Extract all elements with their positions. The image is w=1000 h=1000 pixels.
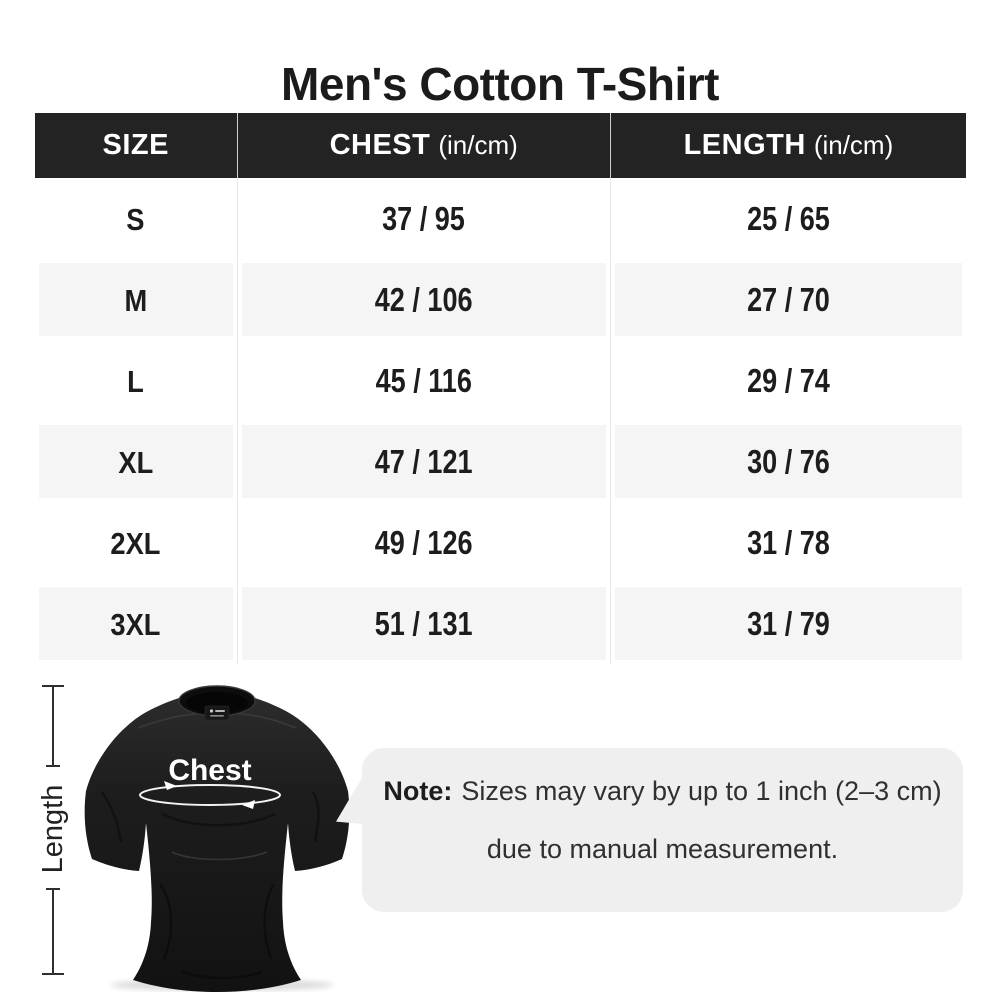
length-label: Length — [37, 784, 69, 874]
page-title: Men's Cotton T-Shirt — [281, 57, 719, 110]
length-value: 31 / 78 — [747, 523, 830, 561]
header-row: SIZE CHEST (in/cm) LENGTH (in/cm) — [35, 113, 966, 178]
size-cell: S — [35, 178, 238, 259]
collar-label — [204, 705, 230, 721]
chest-value: 51 / 131 — [374, 604, 473, 642]
size-header-label: SIZE — [102, 129, 169, 161]
length-measure-indicator: Length — [37, 685, 69, 975]
chest-measure-ellipse — [139, 781, 281, 809]
chest-label: Chest — [168, 754, 251, 787]
chest-value: 49 / 126 — [374, 523, 473, 561]
measure-line-bottom — [52, 890, 54, 973]
length-cell: 30 / 76 — [609, 421, 966, 502]
measure-tick-top — [46, 765, 60, 767]
chest-cell: 42 / 106 — [236, 259, 611, 340]
length-cell: 25 / 65 — [609, 178, 966, 259]
size-value: L — [127, 363, 145, 399]
note-label: Note: — [383, 776, 453, 806]
col-header-chest: CHEST (in/cm) — [236, 113, 611, 178]
note-line-1: Note: Sizes may vary by up to 1 inch (2–3… — [362, 774, 963, 808]
length-cell: 31 / 78 — [609, 502, 966, 583]
table-row-m: M 42 / 106 27 / 70 — [35, 259, 966, 340]
chest-value: 37 / 95 — [382, 199, 466, 237]
measure-cap-top — [42, 685, 64, 687]
length-cell: 31 / 79 — [609, 583, 966, 664]
table-row-3xl: 3XL 51 / 131 31 / 79 — [35, 583, 966, 664]
measure-arrowhead-left — [242, 800, 255, 809]
size-cell: XL — [35, 421, 238, 502]
col-header-length: LENGTH (in/cm) — [609, 113, 966, 178]
table-row-xl: XL 47 / 121 30 / 76 — [35, 421, 966, 502]
size-cell: M — [35, 259, 238, 340]
measure-arrowhead-right — [164, 781, 177, 790]
col-header-size: SIZE — [35, 113, 238, 178]
length-header-unit: (in/cm) — [813, 130, 894, 160]
table-row-2xl: 2XL 49 / 126 31 / 78 — [35, 502, 966, 583]
length-value: 27 / 70 — [747, 280, 830, 318]
length-cell: 29 / 74 — [609, 340, 966, 421]
table-row-s: S 37 / 95 25 / 65 — [35, 178, 966, 259]
collar-opening — [186, 692, 248, 714]
size-value: 2XL — [110, 525, 161, 561]
chest-cell: 51 / 131 — [236, 583, 611, 664]
size-value: XL — [118, 444, 154, 480]
size-cell: L — [35, 340, 238, 421]
size-cell: 3XL — [35, 583, 238, 664]
length-header-label: LENGTH — [683, 129, 806, 161]
length-value: 29 / 74 — [747, 361, 830, 399]
length-value: 25 / 65 — [747, 199, 830, 237]
length-value: 30 / 76 — [747, 442, 830, 480]
size-value: S — [126, 201, 145, 237]
shirt-body — [84, 688, 350, 992]
tshirt-illustration: Chest — [84, 685, 350, 992]
size-cell: 2XL — [35, 502, 238, 583]
size-chart-table: SIZE CHEST (in/cm) LENGTH (in/cm) S 37 / 9… — [35, 113, 966, 664]
chest-cell: 49 / 126 — [236, 502, 611, 583]
measure-tick-bottom — [46, 888, 60, 890]
chest-cell: 37 / 95 — [236, 178, 611, 259]
table-row-l: L 45 / 116 29 / 74 — [35, 340, 966, 421]
chest-header-label: CHEST — [329, 129, 431, 161]
shirt-wrinkles — [100, 791, 320, 980]
note-bubble: Note: Sizes may vary by up to 1 inch (2–3… — [336, 748, 963, 912]
chest-header-unit: (in/cm) — [438, 130, 518, 160]
length-cell: 27 / 70 — [609, 259, 966, 340]
chest-cell: 47 / 121 — [236, 421, 611, 502]
chest-cell: 45 / 116 — [236, 340, 611, 421]
chest-value: 42 / 106 — [374, 280, 473, 318]
length-value: 31 / 79 — [747, 604, 830, 642]
chest-value: 45 / 116 — [375, 361, 472, 399]
size-value: 3XL — [110, 606, 161, 642]
note-line-2: due to manual measurement. — [486, 834, 839, 864]
measure-line-top — [52, 687, 54, 766]
measure-cap-bottom — [42, 973, 64, 975]
chest-value: 47 / 121 — [374, 442, 473, 480]
size-value: M — [124, 282, 148, 318]
note-text-1: Sizes may vary by up to 1 inch (2–3 cm) — [461, 776, 942, 806]
